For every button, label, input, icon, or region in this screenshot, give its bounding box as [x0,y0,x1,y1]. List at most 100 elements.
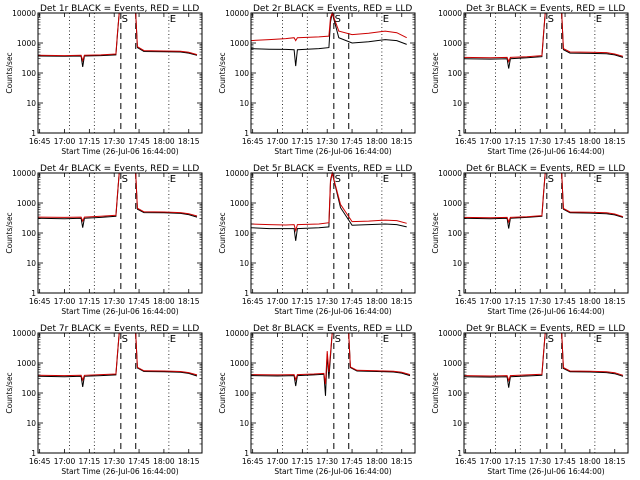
x-tick-label: 16:45 [455,137,477,146]
y-tick-label: 10000 [225,329,249,338]
y-tick-label: 1 [31,129,36,138]
x-tick-label: 17:30 [316,457,338,466]
x-tick-label: 17:15 [292,457,314,466]
x-tick-label: 17:30 [103,137,125,146]
chart-title: Det 8r BLACK = Events, RED = LLD [253,324,412,334]
y-tick-label: 1000 [230,359,249,368]
y-tick-label: 100 [22,389,37,398]
x-tick-label: 18:15 [178,297,200,306]
y-tick-label: 1 [457,449,462,458]
x-tick-label: 16:45 [29,297,51,306]
x-tick-label: 18:15 [391,137,413,146]
y-tick-label: 100 [448,69,463,78]
chart-panel: 16:45 17:00 17:15 17:30 17:45 18:00 18:15 1 10 10… [5,164,203,316]
y-axis-label: Counts/sec [218,372,227,413]
y-tick-label: 10000 [438,169,462,178]
y-axis-label: Counts/sec [5,212,14,253]
x-axis-label: Start Time (26-Jul-06 16:44:00) [487,147,604,156]
event-marker-label: S [548,334,554,345]
x-tick-label: 17:45 [128,137,150,146]
x-tick-label: 17:00 [54,297,76,306]
x-tick-label: 18:00 [366,457,388,466]
y-tick-label: 1 [244,449,249,458]
x-tick-label: 18:00 [366,297,388,306]
y-tick-label: 10 [239,259,249,268]
y-tick-label: 1000 [17,39,36,48]
x-tick-label: 17:30 [529,297,551,306]
x-tick-label: 17:00 [54,137,76,146]
x-tick-label: 17:00 [267,137,289,146]
y-tick-label: 10 [26,419,36,428]
event-marker-label: E [596,174,602,185]
event-marker-label: S [548,14,554,25]
plot-frame [463,172,629,294]
x-tick-label: 17:45 [554,297,576,306]
y-tick-label: 10000 [438,9,462,18]
event-marker-label: S [335,14,341,25]
x-tick-label: 17:15 [79,137,101,146]
x-tick-label: 17:30 [316,297,338,306]
x-axis-label: Start Time (26-Jul-06 16:44:00) [274,467,391,476]
x-tick-label: 17:00 [480,137,502,146]
y-tick-label: 1000 [443,359,462,368]
x-tick-label: 16:45 [29,457,51,466]
event-marker-label: S [122,334,128,345]
event-marker-label: S [335,174,341,185]
event-marker-label: S [548,174,554,185]
series-line [250,11,407,42]
x-tick-label: 17:30 [529,137,551,146]
chart-title: Det 2r BLACK = Events, RED = LLD [253,4,412,14]
chart-title: Det 1r BLACK = Events, RED = LLD [40,4,199,14]
plot-frame [37,12,203,134]
y-tick-label: 1 [31,289,36,298]
plot-frame [250,172,416,294]
event-marker-label: E [596,334,602,345]
series-line [463,172,624,224]
plot-frame [37,172,203,294]
chart-title: Det 5r BLACK = Events, RED = LLD [253,164,412,174]
y-tick-label: 10000 [438,329,462,338]
chart-title: Det 3r BLACK = Events, RED = LLD [466,4,625,14]
x-tick-label: 18:15 [178,137,200,146]
x-tick-label: 17:30 [316,137,338,146]
chart-panel: 16:45 17:00 17:15 17:30 17:45 18:00 18:15 1 10 10… [5,324,203,476]
chart-panel: 16:45 17:00 17:15 17:30 17:45 18:00 18:15 1 10 10… [218,4,416,156]
y-tick-label: 1000 [230,39,249,48]
chart-panel: 16:45 17:00 17:15 17:30 17:45 18:00 18:15 1 10 10… [5,4,203,156]
x-axis-label: Start Time (26-Jul-06 16:44:00) [487,467,604,476]
x-axis-label: Start Time (26-Jul-06 16:44:00) [274,147,391,156]
x-tick-label: 18:15 [391,457,413,466]
x-axis-label: Start Time (26-Jul-06 16:44:00) [487,307,604,316]
y-tick-label: 1 [31,449,36,458]
x-tick-label: 17:15 [292,137,314,146]
plot-frame [250,12,416,134]
x-tick-label: 17:30 [529,457,551,466]
y-tick-label: 1000 [443,199,462,208]
series-line [37,12,198,63]
x-tick-label: 18:15 [604,457,626,466]
x-tick-label: 17:00 [267,297,289,306]
y-axis-label: Counts/sec [431,52,440,93]
x-tick-label: 17:15 [505,297,527,306]
y-tick-label: 10 [239,99,249,108]
x-tick-label: 17:00 [480,297,502,306]
event-marker-label: E [170,334,176,345]
x-tick-label: 16:45 [242,137,264,146]
series-line [463,332,624,383]
chart-panel: 16:45 17:00 17:15 17:30 17:45 18:00 18:15 1 10 10… [431,164,629,316]
y-axis-label: Counts/sec [5,372,14,413]
x-tick-label: 17:30 [103,457,125,466]
plot-frame [250,332,416,454]
event-marker-label: S [335,334,341,345]
y-tick-label: 100 [235,389,250,398]
y-tick-label: 10 [452,259,462,268]
y-tick-label: 10000 [12,169,36,178]
series-line [250,332,411,385]
y-axis-label: Counts/sec [5,52,14,93]
x-tick-label: 18:00 [579,297,601,306]
event-marker-label: E [383,334,389,345]
x-tick-label: 18:15 [604,297,626,306]
y-tick-label: 100 [22,69,37,78]
y-tick-label: 10000 [225,9,249,18]
